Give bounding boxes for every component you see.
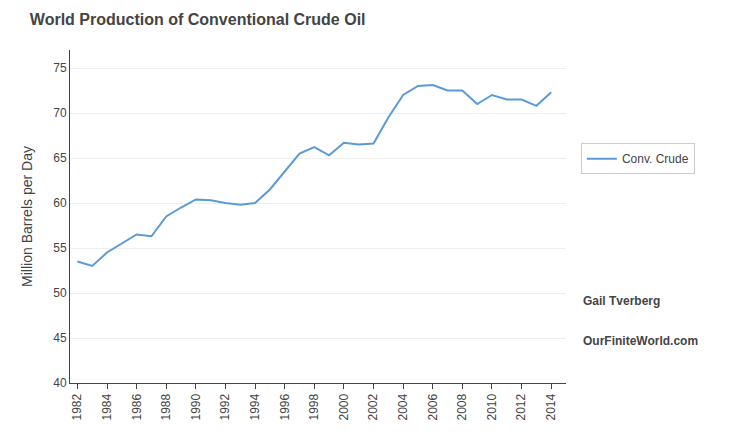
svg-text:1996: 1996 [278, 393, 292, 420]
svg-text:55: 55 [53, 241, 67, 255]
svg-text:2006: 2006 [426, 393, 440, 420]
svg-text:2010: 2010 [485, 393, 499, 420]
svg-text:2002: 2002 [366, 393, 380, 420]
svg-text:45: 45 [53, 331, 67, 345]
svg-text:40: 40 [53, 376, 67, 390]
svg-text:OurFiniteWorld.com: OurFiniteWorld.com [583, 334, 698, 348]
svg-text:70: 70 [53, 106, 67, 120]
svg-text:1988: 1988 [159, 393, 173, 420]
svg-text:2008: 2008 [455, 393, 469, 420]
svg-text:World Production of Convention: World Production of Conventional Crude O… [30, 11, 366, 28]
svg-text:60: 60 [53, 196, 67, 210]
svg-text:1992: 1992 [218, 393, 232, 420]
svg-text:1998: 1998 [307, 393, 321, 420]
svg-text:Conv. Crude: Conv. Crude [622, 152, 689, 166]
svg-text:Million Barrels per Day: Million Barrels per Day [19, 146, 35, 287]
svg-text:2000: 2000 [337, 393, 351, 420]
svg-text:1994: 1994 [248, 393, 262, 420]
svg-text:Gail Tverberg: Gail Tverberg [583, 294, 660, 308]
svg-text:75: 75 [53, 61, 67, 75]
svg-text:1986: 1986 [130, 393, 144, 420]
svg-text:2004: 2004 [396, 393, 410, 420]
svg-text:1984: 1984 [100, 393, 114, 420]
svg-text:50: 50 [53, 286, 67, 300]
svg-text:65: 65 [53, 151, 67, 165]
svg-text:1990: 1990 [189, 393, 203, 420]
svg-text:1982: 1982 [70, 393, 84, 420]
svg-text:2014: 2014 [544, 393, 558, 420]
svg-text:2012: 2012 [514, 393, 528, 420]
